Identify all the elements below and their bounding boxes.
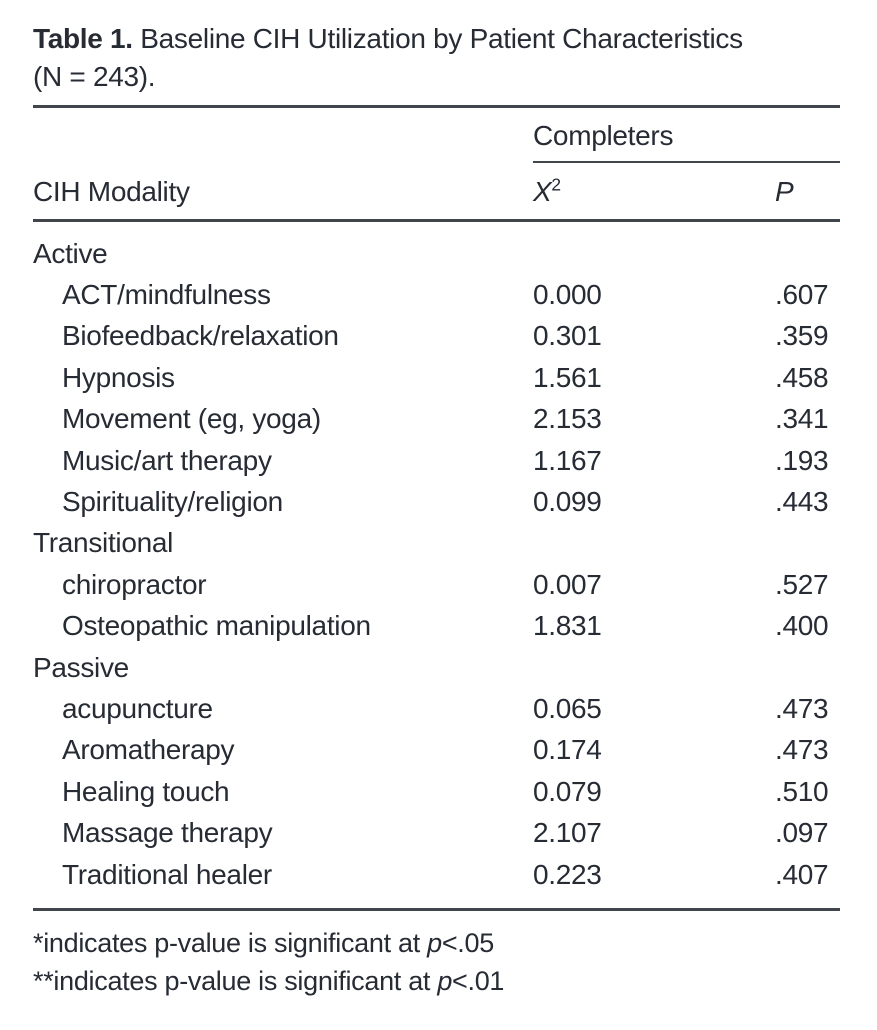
stub-column-header: CIH Modality <box>33 176 190 207</box>
data-table: Completers CIH Modality X2 P Active ACT/… <box>33 105 840 912</box>
chi-square-column-header: X2 <box>533 175 775 208</box>
chi-symbol: X <box>533 176 552 207</box>
chi-square-cell: 1.561 <box>533 361 602 393</box>
chi-square-cell: 2.153 <box>533 403 602 435</box>
caption-text: Baseline CIH Utilization by Patient Char… <box>132 23 743 54</box>
table-row: Music/art therapy 1.167 .193 <box>33 440 840 481</box>
chi-square-cell: 0.065 <box>533 692 602 724</box>
chi-square-cell: 1.831 <box>533 610 602 642</box>
p-value-cell: .193 <box>775 444 829 476</box>
modality-cell: Biofeedback/relaxation <box>62 320 339 352</box>
table-row: acupuncture 0.065 .473 <box>33 688 840 729</box>
p-value-cell: .359 <box>775 320 829 352</box>
table-footnotes: *indicates p-value is significant at p<.… <box>33 924 877 1000</box>
footnote-threshold: <.05 <box>441 928 494 959</box>
table-body: Active ACT/mindfulness 0.000 .607 Biofee… <box>33 222 840 908</box>
table-row: Aromatherapy 0.174 .473 <box>33 730 840 771</box>
spanner-header-row: Completers <box>33 108 840 163</box>
table-row: Healing touch 0.079 .510 <box>33 771 840 812</box>
chi-square-cell: 0.000 <box>533 279 602 311</box>
table-caption: Table 1. Baseline CIH Utilization by Pat… <box>33 20 877 96</box>
p-value-cell: .407 <box>775 858 829 890</box>
p-value-cell: .510 <box>775 775 829 807</box>
footnote-text: **indicates p-value is significant at <box>33 966 438 997</box>
chi-square-cell: 0.099 <box>533 486 602 518</box>
p-value-cell: .607 <box>775 279 829 311</box>
modality-cell: Music/art therapy <box>62 444 272 476</box>
table-row: Spirituality/religion 0.099 .443 <box>33 481 840 522</box>
caption-line-2: (N = 243). <box>33 61 156 92</box>
modality-cell: chiropractor <box>62 568 207 600</box>
chi-square-cell: 0.301 <box>533 320 602 352</box>
table-row: Movement (eg, yoga) 2.153 .341 <box>33 399 840 440</box>
column-header-row: CIH Modality X2 P <box>33 163 840 222</box>
p-column-header: P <box>775 175 840 208</box>
modality-cell: Spirituality/religion <box>62 486 283 518</box>
footnote-threshold: <.01 <box>452 966 505 997</box>
p-symbol: P <box>775 176 794 207</box>
table-row: Massage therapy 2.107 .097 <box>33 812 840 853</box>
group-row: Passive <box>33 647 840 688</box>
modality-cell: Osteopathic manipulation <box>62 610 371 642</box>
footnote-significance-05: *indicates p-value is significant at p<.… <box>33 924 877 962</box>
modality-cell: acupuncture <box>62 692 213 724</box>
chi-exponent: 2 <box>551 174 561 195</box>
p-symbol: p <box>437 966 453 997</box>
completers-spanner-header: Completers <box>533 119 840 163</box>
spanner-spacer <box>33 119 533 163</box>
modality-cell: Transitional <box>33 527 174 559</box>
modality-cell: Massage therapy <box>62 817 273 849</box>
modality-cell: ACT/mindfulness <box>62 279 271 311</box>
table-number-label: Table 1. <box>33 23 133 54</box>
p-value-cell: .341 <box>775 403 829 435</box>
group-row: Active <box>33 233 840 274</box>
footnote-text: *indicates p-value is significant at <box>33 928 428 959</box>
modality-cell: Aromatherapy <box>62 734 235 766</box>
caption-line-1: Table 1. Baseline CIH Utilization by Pat… <box>33 20 877 58</box>
footnote-significance-01: **indicates p-value is significant at p<… <box>33 962 877 1000</box>
chi-square-cell: 1.167 <box>533 444 602 476</box>
modality-cell: Traditional healer <box>62 858 272 890</box>
modality-cell: Hypnosis <box>62 361 175 393</box>
p-value-cell: .443 <box>775 486 829 518</box>
modality-cell: Healing touch <box>62 775 230 807</box>
p-value-cell: .458 <box>775 361 829 393</box>
modality-cell: Passive <box>33 651 129 683</box>
table-row: Traditional healer 0.223 .407 <box>33 854 840 895</box>
p-value-cell: .473 <box>775 692 829 724</box>
chi-square-cell: 0.007 <box>533 568 602 600</box>
table-row: Osteopathic manipulation 1.831 .400 <box>33 606 840 647</box>
table-row: Biofeedback/relaxation 0.301 .359 <box>33 316 840 357</box>
table-row: ACT/mindfulness 0.000 .607 <box>33 274 840 315</box>
chi-square-cell: 0.174 <box>533 734 602 766</box>
chi-square-cell: 0.223 <box>533 858 602 890</box>
p-value-cell: .097 <box>775 817 829 849</box>
chi-square-cell: 0.079 <box>533 775 602 807</box>
modality-cell: Active <box>33 237 108 269</box>
modality-cell: Movement (eg, yoga) <box>62 403 321 435</box>
table-row: chiropractor 0.007 .527 <box>33 564 840 605</box>
p-value-cell: .400 <box>775 610 829 642</box>
chi-square-cell: 2.107 <box>533 817 602 849</box>
table-row: Hypnosis 1.561 .458 <box>33 357 840 398</box>
group-row: Transitional <box>33 523 840 564</box>
p-symbol: p <box>427 928 442 959</box>
p-value-cell: .473 <box>775 734 829 766</box>
p-value-cell: .527 <box>775 568 829 600</box>
